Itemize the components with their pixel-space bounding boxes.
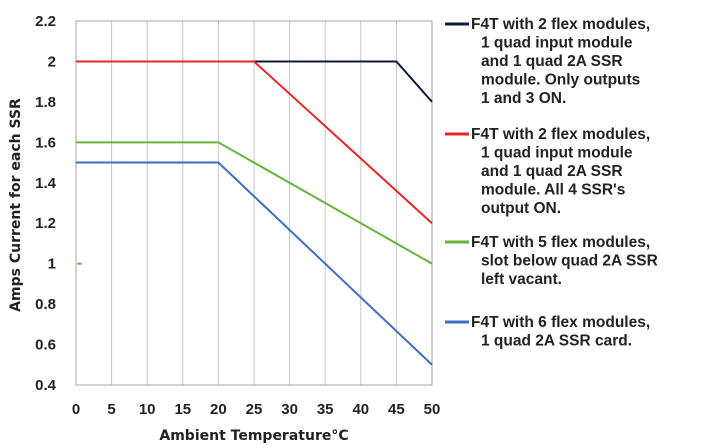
legend-label-line: 1 quad 2A SSR card. <box>481 333 632 350</box>
x-tick-label: 40 <box>352 401 369 418</box>
y-tick-label: 2 <box>48 53 56 70</box>
legend-label-line: 1 quad input module <box>481 145 633 162</box>
y-tick-label: 1.2 <box>35 215 56 232</box>
legend: F4T with 2 flex modules, 1 quad input mod… <box>445 16 658 350</box>
x-tick-label: 0 <box>72 401 80 418</box>
x-tick-label: 30 <box>281 401 298 418</box>
legend-item-3: F4T with 5 flex modules, slot below quad … <box>445 234 658 288</box>
legend-label-line: left vacant. <box>481 271 562 288</box>
axes <box>75 20 433 386</box>
x-tick-label: 35 <box>317 401 334 418</box>
y-tick-label: 1.4 <box>35 175 57 192</box>
legend-label-line: 1 and 3 ON. <box>481 90 566 107</box>
x-tick-label: 15 <box>174 401 191 418</box>
legend-label-line: slot below quad 2A SSR <box>481 253 658 270</box>
y-tick-label: 1 <box>48 256 56 273</box>
y-tick-label: 2.2 <box>35 13 56 30</box>
legend-label-line: and 1 quad 2A SSR <box>481 53 623 70</box>
y-axis-label: Amps Current for each SSR <box>8 98 24 312</box>
series-lines <box>76 60 433 366</box>
legend-label-line: F4T with 5 flex modules, <box>471 234 650 251</box>
x-tick-labels: 0 5 10 15 20 25 30 35 40 45 50 <box>72 401 441 418</box>
x-tick-label: 10 <box>139 401 156 418</box>
x-tick-label: 45 <box>388 401 405 418</box>
series-line-4 <box>76 161 433 366</box>
grid-lines <box>111 21 397 385</box>
legend-item-1: F4T with 2 flex modules, 1 quad input mod… <box>445 16 650 107</box>
y-tick-labels: 0.4 0.6 0.8 1 1.2 1.4 1.6 1.8 2 2.2 <box>35 13 57 394</box>
legend-item-4: F4T with 6 flex modules, 1 quad 2A SSR ca… <box>445 314 650 350</box>
plot-frame <box>75 20 433 386</box>
legend-label-line: module. All 4 SSR's <box>481 182 625 199</box>
x-tick-label: 50 <box>424 401 441 418</box>
legend-item-2: F4T with 2 flex modules, 1 quad input mod… <box>445 126 650 217</box>
x-tick-label: 20 <box>210 401 227 418</box>
series-line-3 <box>76 141 433 265</box>
x-tick-label: 5 <box>107 401 115 418</box>
legend-label-line: F4T with 2 flex modules, <box>471 16 650 33</box>
y-tick-label: 1.6 <box>35 134 56 151</box>
series-line-2 <box>76 60 433 224</box>
x-axis-label: Ambient Temperature°C <box>159 428 348 444</box>
legend-label-line: and 1 quad 2A SSR <box>481 163 623 180</box>
legend-label-line: module. Only outputs <box>481 72 640 89</box>
y-tick-label: 0.8 <box>35 296 56 313</box>
legend-label-line: 1 quad input module <box>481 35 633 52</box>
y-tick-label: 1.8 <box>35 94 56 111</box>
y-tick-label: 0.4 <box>35 377 57 394</box>
x-tick-label: 25 <box>246 401 263 418</box>
y-tick-label: 0.6 <box>35 337 56 354</box>
legend-label-line: output ON. <box>481 200 561 217</box>
legend-label-line: F4T with 6 flex modules, <box>471 314 650 331</box>
legend-label-line: F4T with 2 flex modules, <box>471 126 650 143</box>
